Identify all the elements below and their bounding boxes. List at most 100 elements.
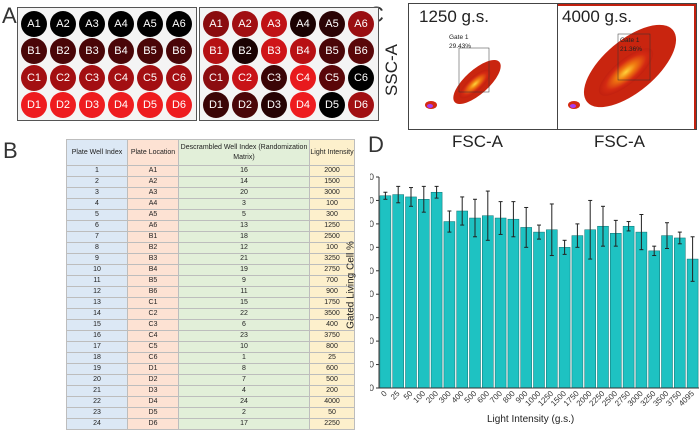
table-cell: 10 <box>66 264 128 276</box>
table-cell: 4 <box>178 385 310 397</box>
table-cell: C5 <box>127 341 179 353</box>
table-row: 7 B1 18 2500 <box>66 231 355 243</box>
table-cell: 12 <box>178 242 310 254</box>
table-cell: 23 <box>66 407 128 419</box>
plate-b-well: D4 <box>290 92 316 118</box>
table-row: 15 C3 6 400 <box>66 319 355 331</box>
plate-b-well: C3 <box>261 65 287 91</box>
bar <box>418 199 430 389</box>
table-cell: 19 <box>66 363 128 375</box>
table-cell: 22 <box>178 308 310 320</box>
table-cell: 500 <box>309 374 355 386</box>
table-row: 10 B4 19 2750 <box>66 264 355 276</box>
table-cell: 11 <box>178 286 310 298</box>
table-cell: 24 <box>178 396 310 408</box>
table-cell: 2000 <box>309 165 355 177</box>
table-row: 20 D2 7 500 <box>66 374 355 386</box>
y-tick-label: 40 <box>370 289 374 299</box>
y-axis-ticks: 0 10 20 30 40 50 60 70 80 90 <box>370 172 379 393</box>
table-row: 18 C6 1 25 <box>66 352 355 364</box>
chart-y-label: Gated Living Cell % <box>345 241 357 329</box>
table-row: 2 A2 14 1500 <box>66 176 355 188</box>
table-cell: 18 <box>66 352 128 364</box>
plate-b-well: A4 <box>290 11 316 37</box>
bar <box>494 217 507 389</box>
plate-a-well: C2 <box>50 65 76 91</box>
plate-b-well: C6 <box>348 65 374 91</box>
table-cell: D4 <box>127 396 179 408</box>
table-row: 16 C4 23 3750 <box>66 330 355 342</box>
bar <box>558 247 571 389</box>
table-cell: 4000 <box>309 396 355 408</box>
gate-label-1250: Gate 1 <box>449 34 469 41</box>
table-cell: 18 <box>178 231 310 243</box>
table-cell: 10 <box>178 341 310 353</box>
table-cell: B2 <box>127 242 179 254</box>
plate-b-well: D6 <box>348 92 374 118</box>
table-cell: D3 <box>127 385 179 397</box>
table-row: 9 B3 21 3250 <box>66 253 355 265</box>
table-cell: B6 <box>127 286 179 298</box>
table-cell: 22 <box>66 396 128 408</box>
plate-a-well: C1 <box>21 65 47 91</box>
table-row: 23 D5 2 50 <box>66 407 355 419</box>
panel-letter-b: B <box>3 138 18 163</box>
table-cell: 5 <box>66 209 128 221</box>
flow-x-axis-label-4000: FSC-A <box>594 132 645 151</box>
plate-b-well: B4 <box>290 38 316 64</box>
table-row: 5 A5 5 300 <box>66 209 355 221</box>
bar <box>533 231 545 389</box>
bar <box>610 233 622 389</box>
table-cell: 16 <box>178 165 310 177</box>
plate-a-well: A1 <box>21 11 47 37</box>
plate-a-well: B3 <box>79 38 105 64</box>
table-row: 8 B2 12 100 <box>66 242 355 254</box>
randomization-table: Plate Well Index Plate Location Descramb… <box>66 139 355 430</box>
panel-letter-d: D <box>368 132 384 157</box>
gate-label-4000: Gate 1 <box>620 37 640 44</box>
plate-a-well: A5 <box>137 11 163 37</box>
panel-letter-a: A <box>2 3 17 28</box>
y-tick-label: 60 <box>370 242 374 252</box>
table-cell: 9 <box>66 253 128 265</box>
y-tick-label: 0 <box>370 383 374 393</box>
header-light-intensity: Light Intensity <box>309 139 355 166</box>
table-cell: 23 <box>178 330 310 342</box>
bar <box>520 227 532 389</box>
table-cell: 100 <box>309 198 355 210</box>
table-row: 3 A3 20 3000 <box>66 187 355 199</box>
plate-b-well: A2 <box>232 11 258 37</box>
table-cell: 7 <box>66 231 128 243</box>
plate-b-well: C4 <box>290 65 316 91</box>
header-plate-well-index: Plate Well Index <box>66 139 128 166</box>
table-cell: 1 <box>178 352 310 364</box>
table-cell: B3 <box>127 253 179 265</box>
bar-series <box>379 191 699 389</box>
well-plate-randomized: A1 A2 A3 A4 A5 A6 B1 B2 B3 B4 B5 B6 C1 C2 C3 C4 C5 C6 D1 D2… <box>199 7 379 121</box>
table-cell: 17 <box>66 341 128 353</box>
table-cell: 15 <box>178 297 310 309</box>
y-tick-label: 30 <box>370 313 374 323</box>
table-cell: 21 <box>178 253 310 265</box>
table-row: 4 A4 3 100 <box>66 198 355 210</box>
table-cell: B4 <box>127 264 179 276</box>
table-row: 12 B6 11 900 <box>66 286 355 298</box>
flow-plot-4000: 4000 g.s. Gate 1 21.36% <box>557 3 697 130</box>
plate-b-well: A6 <box>348 11 374 37</box>
bar <box>597 225 609 389</box>
x-tick-label: 0 <box>379 389 389 399</box>
plate-a-well: A4 <box>108 11 134 37</box>
plate-b-well: D3 <box>261 92 287 118</box>
bar <box>482 215 494 389</box>
table-cell: 21 <box>66 385 128 397</box>
table-cell: A6 <box>127 220 179 232</box>
table-cell: 13 <box>178 220 310 232</box>
table-cell: A3 <box>127 187 179 199</box>
bar <box>443 221 456 389</box>
table-cell: C4 <box>127 330 179 342</box>
table-cell: B5 <box>127 275 179 287</box>
plate-a-well: D1 <box>21 92 47 118</box>
plate-b-well: B2 <box>232 38 258 64</box>
plate-b-well: C1 <box>203 65 229 91</box>
bar <box>648 250 660 389</box>
